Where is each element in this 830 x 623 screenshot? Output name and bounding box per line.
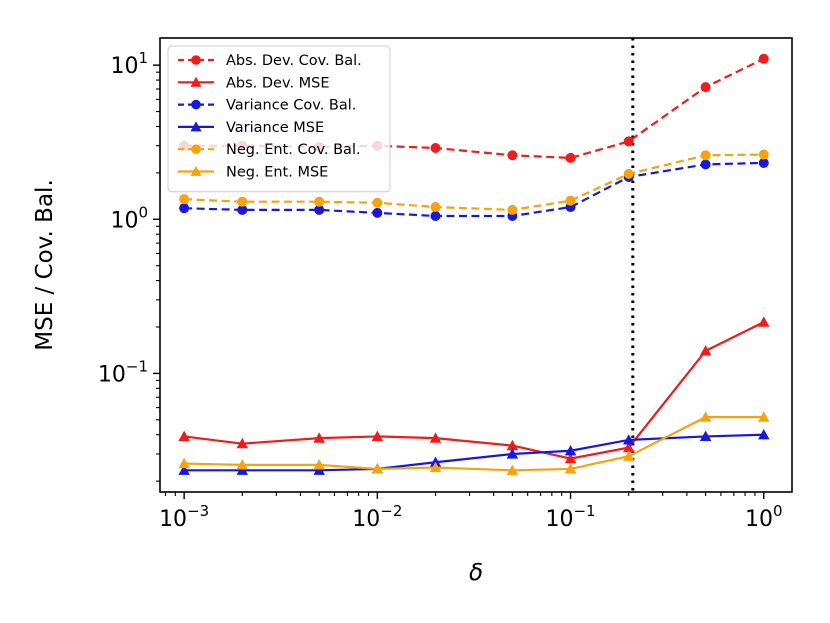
- legend: Abs. Dev. Cov. Bal. Abs. Dev. MSE Variance…: [167, 45, 391, 193]
- data-point: [371, 463, 384, 474]
- data-point: [507, 204, 518, 215]
- data-point: [758, 149, 769, 160]
- data-point: [699, 345, 712, 356]
- data-point: [758, 411, 770, 422]
- data-point: [429, 461, 442, 473]
- series-line: [184, 161, 764, 218]
- series-1: [178, 316, 770, 464]
- x-tick-label: 100: [745, 502, 783, 532]
- series-5: [178, 411, 770, 475]
- legend-label: Variance Cov. Bal.: [226, 98, 356, 114]
- legend-entry: Neg. Ent. MSE: [178, 165, 328, 181]
- legend-label: Neg. Ent. MSE: [226, 165, 328, 181]
- data-point: [372, 197, 383, 208]
- data-point: [178, 457, 190, 469]
- data-point: [429, 432, 442, 443]
- data-point: [506, 448, 519, 459]
- data-point: [237, 196, 248, 207]
- data-point: [236, 459, 249, 470]
- data-point: [700, 150, 711, 161]
- legend-entry: Variance Cov. Bal.: [178, 98, 356, 114]
- data-point: [178, 464, 190, 475]
- legend-marker: [190, 76, 202, 87]
- data-point: [565, 152, 576, 163]
- legend-box: [167, 45, 391, 193]
- data-point: [430, 211, 441, 222]
- legend-label: Neg. Ent. Cov. Bal.: [226, 142, 361, 158]
- data-point: [314, 196, 325, 207]
- data-point: [758, 316, 770, 327]
- data-point: [623, 136, 634, 147]
- data-point: [179, 203, 190, 214]
- y-tick-label: 100: [110, 203, 148, 233]
- data-point: [430, 142, 441, 153]
- data-point: [699, 430, 712, 442]
- plot-frame: [159, 37, 793, 493]
- legend-entry: Abs. Dev. MSE: [178, 75, 330, 91]
- data-point: [430, 202, 441, 213]
- data-point: [758, 157, 769, 168]
- series-line: [184, 433, 764, 472]
- data-point: [700, 159, 711, 170]
- y-tick-label: 10−1: [98, 357, 148, 387]
- data-point: [622, 434, 635, 445]
- data-point: [699, 411, 712, 422]
- data-point: [313, 464, 325, 475]
- y-tick-label: 101: [110, 49, 148, 79]
- legend-label: Abs. Dev. Cov. Bal.: [226, 53, 362, 69]
- legend-marker: [190, 165, 202, 176]
- data-point: [758, 53, 769, 64]
- data-point: [565, 195, 576, 206]
- data-point: [429, 456, 442, 467]
- data-point: [564, 463, 577, 474]
- data-point: [507, 150, 518, 161]
- data-point: [506, 439, 519, 451]
- data-point: [236, 464, 249, 475]
- legend-entry: Abs. Dev. Cov. Bal.: [178, 53, 362, 69]
- data-point: [371, 430, 384, 442]
- x-axis-label: δ: [469, 560, 483, 586]
- legend-marker: [190, 121, 202, 132]
- legend-entry: Neg. Ent. Cov. Bal.: [178, 142, 361, 158]
- series-4: [179, 149, 769, 215]
- data-point: [622, 450, 635, 461]
- legend-label: Variance MSE: [226, 120, 324, 136]
- data-point: [623, 168, 634, 179]
- y-axis-label: MSE / Cov. Bal.: [32, 179, 58, 351]
- data-point: [236, 437, 249, 449]
- x-tick-label: 10−2: [352, 502, 402, 532]
- data-point: [564, 444, 577, 456]
- x-tick-label: 10−1: [545, 502, 595, 532]
- legend-label: Abs. Dev. MSE: [226, 75, 330, 91]
- data-point: [372, 207, 383, 218]
- data-point: [179, 194, 190, 205]
- legend-entry: Variance MSE: [178, 120, 324, 136]
- data-point: [313, 459, 325, 470]
- series-line: [184, 416, 764, 472]
- legend-marker: [191, 144, 201, 154]
- data-point: [314, 204, 325, 215]
- data-point: [700, 82, 711, 93]
- data-point: [758, 428, 770, 440]
- data-point: [506, 464, 519, 475]
- series-3: [178, 428, 770, 475]
- x-tick-label: 10−3: [159, 502, 209, 532]
- legend-marker: [191, 99, 201, 110]
- data-point: [237, 204, 248, 215]
- data-point: [178, 430, 190, 442]
- series-line: [184, 321, 765, 460]
- data-point: [622, 441, 635, 453]
- legend-marker: [191, 55, 201, 65]
- series-line: [184, 153, 764, 212]
- series-line: [184, 57, 765, 160]
- data-point: [313, 432, 325, 443]
- data-point: [564, 452, 577, 464]
